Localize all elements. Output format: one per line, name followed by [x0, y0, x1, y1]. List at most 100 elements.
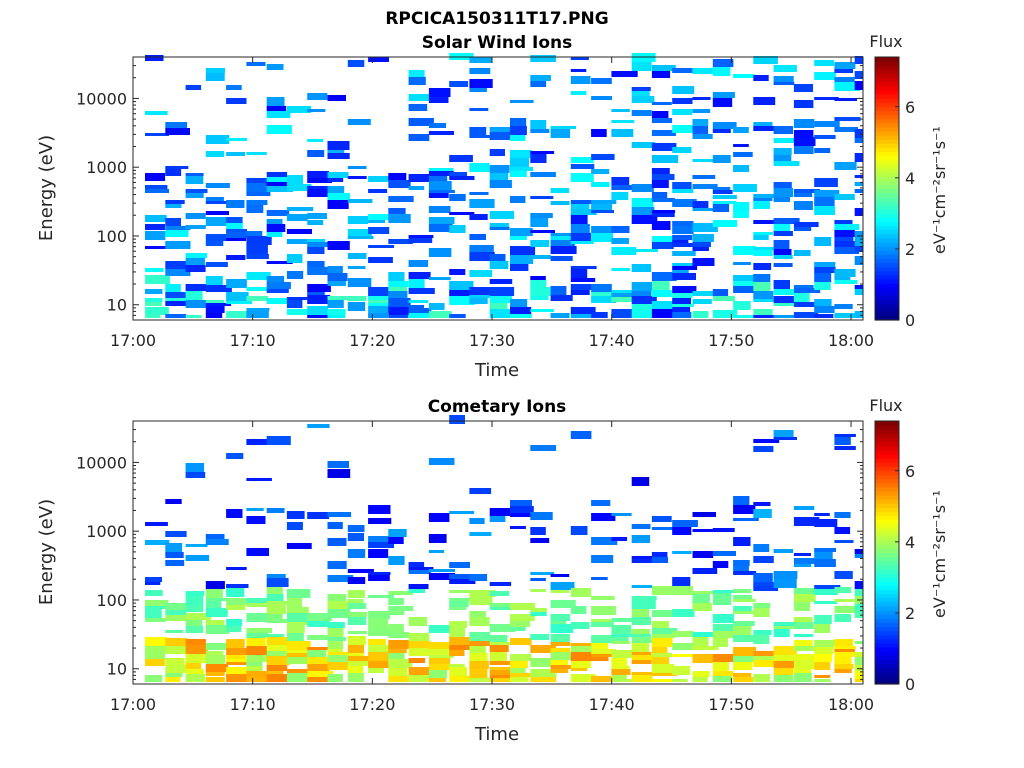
spectrogram-cell	[814, 97, 839, 100]
spectrogram-cell	[733, 560, 750, 566]
spectrogram-cell	[530, 129, 550, 133]
spectrogram-cell	[205, 581, 225, 589]
spectrogram-cell	[145, 189, 169, 193]
spectrogram-cell	[286, 669, 309, 673]
spectrogram-cell	[286, 214, 308, 221]
spectrogram-cell	[733, 566, 749, 571]
spectrogram-cell	[469, 127, 487, 135]
spectrogram-cell	[368, 227, 390, 234]
spectrogram-cell	[793, 130, 814, 137]
spectrogram-cell	[854, 81, 863, 90]
spectrogram-cell	[793, 250, 811, 256]
spectrogram-cell	[185, 258, 205, 265]
colorbar-swatch	[875, 564, 899, 570]
spectrogram-cell	[307, 150, 325, 157]
spectrogram-cell	[712, 201, 737, 204]
x-tick-label: 17:50	[708, 331, 754, 350]
spectrogram-cell	[570, 173, 594, 182]
spectrogram-cell	[712, 98, 733, 107]
spectrogram-cell	[672, 304, 694, 307]
colorbar-swatch	[875, 61, 899, 66]
spectrogram-cell	[185, 300, 210, 308]
spectrogram-cell	[449, 281, 474, 290]
spectrogram-cell	[672, 577, 691, 586]
spectrogram-cell	[185, 225, 206, 229]
spectrogram-cell	[246, 183, 268, 192]
spectrogram-cell	[327, 193, 350, 200]
spectrogram-cell	[368, 176, 392, 182]
spectrogram-cell	[347, 533, 364, 541]
spectrogram-cell	[226, 655, 246, 659]
spectrogram-cell	[631, 524, 651, 529]
spectrogram-cell	[327, 637, 346, 641]
spectrogram-cell	[631, 249, 658, 252]
spectrogram-cell	[550, 642, 571, 646]
spectrogram-cell	[368, 300, 389, 303]
spectrogram-cell	[672, 243, 694, 247]
spectrogram-cell	[205, 625, 230, 634]
colorbar-swatch	[875, 57, 899, 62]
spectrogram-cell	[753, 198, 773, 201]
spectrogram-cell	[347, 645, 365, 653]
spectrogram-cell	[631, 142, 655, 148]
spectrogram-cell	[145, 215, 167, 222]
spectrogram-cell	[834, 437, 851, 445]
spectrogram-cell	[550, 313, 570, 318]
spectrogram-cell	[246, 638, 266, 646]
spectrogram-cell	[550, 660, 569, 665]
spectrogram-cell	[692, 242, 711, 247]
spectrogram-cell	[428, 303, 445, 310]
colorbar-swatch	[875, 568, 899, 574]
spectrogram-cell	[570, 266, 597, 269]
spectrogram-cell	[692, 159, 717, 162]
spectrogram-cell	[712, 528, 735, 532]
spectrogram-cell	[327, 95, 346, 101]
spectrogram-cell	[591, 154, 615, 160]
spectrogram-cell	[773, 65, 797, 72]
spectrogram-cell	[651, 236, 678, 242]
spectrogram-cell	[753, 439, 780, 443]
spectrogram-cell	[753, 573, 773, 582]
spectrogram-cell	[712, 614, 734, 623]
spectrogram-cell	[510, 621, 530, 627]
spectrogram-cell	[570, 204, 590, 209]
spectrogram-cell	[165, 284, 181, 292]
spectrogram-cell	[469, 192, 489, 195]
spectrogram-cell	[205, 151, 225, 157]
spectrogram-cell	[368, 595, 394, 598]
spectrogram-cell	[428, 224, 453, 232]
spectrogram-cell	[205, 664, 228, 672]
spectrogram-cell	[327, 652, 351, 655]
colorbar-swatch	[875, 93, 899, 99]
spectrogram-cell	[307, 647, 330, 650]
spectrogram-cell	[530, 55, 556, 62]
spectrogram-cell	[388, 591, 414, 595]
colorbar-swatch	[875, 110, 899, 116]
spectrogram-cell	[368, 518, 392, 524]
spectrogram-cell	[814, 624, 831, 633]
x-tick-label: 17:00	[110, 331, 156, 350]
colorbar-swatch	[875, 155, 899, 161]
spectrogram-cell	[591, 537, 618, 545]
spectrogram-cell	[327, 200, 349, 209]
spectrogram-cell	[327, 594, 347, 601]
spectrogram-cell	[733, 611, 759, 614]
colorbar-swatch	[875, 172, 899, 177]
spectrogram-cell	[510, 673, 532, 677]
spectrogram-cell	[165, 226, 191, 230]
spectrogram-cell	[854, 581, 863, 589]
spectrogram-cell	[793, 189, 820, 193]
spectrogram-cell	[286, 254, 303, 263]
colorbar-swatch	[875, 663, 899, 669]
spectrogram-cell	[692, 603, 712, 611]
spectrogram-cell	[611, 120, 635, 123]
spectrogram-cell	[185, 639, 206, 645]
spectrogram-cell	[854, 641, 863, 644]
colorbar-swatch	[875, 507, 899, 513]
spectrogram-cell	[246, 478, 272, 481]
spectrogram-cell	[753, 56, 778, 64]
spectrogram-cell	[651, 309, 673, 318]
spectrogram-cell	[753, 674, 771, 682]
spectrogram-cell	[773, 289, 796, 295]
spectrogram-cell	[834, 162, 857, 170]
